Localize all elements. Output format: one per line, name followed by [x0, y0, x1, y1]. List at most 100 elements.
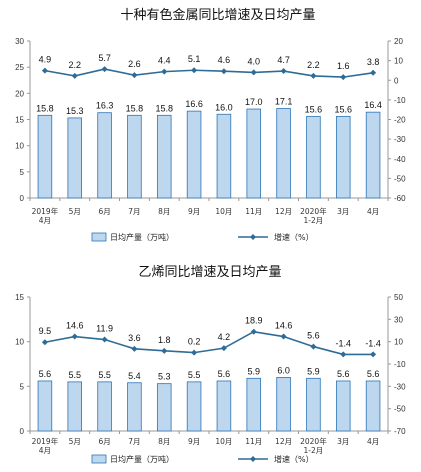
line-data-label: 4.2: [218, 332, 231, 342]
bar-data-label: 15.8: [126, 103, 144, 113]
bar: [335, 115, 351, 199]
bar-data-label: 5.6: [218, 369, 231, 379]
bar-data-label: 5.4: [128, 371, 141, 381]
x-tick-label: 6月: [98, 437, 110, 446]
line-point: [71, 72, 78, 79]
legend-line-label: 增速（%）: [274, 454, 314, 464]
legend-line-marker: [250, 234, 256, 240]
line-data-label: 2.6: [128, 59, 141, 69]
chart-ethylene: 乙烯同比增速及日均产量 0 5 10 15 -70 -50 -30 -10 10 30 50 2019…: [15, 265, 406, 464]
bar-data-label: 5.6: [337, 369, 350, 379]
x-tick-label: 3月: [337, 207, 349, 216]
line-point: [161, 68, 168, 75]
x-tick-label: 4月: [367, 437, 379, 446]
line-point: [131, 345, 138, 352]
bar-data-label: 15.6: [334, 104, 352, 114]
y2-tick-label: -70: [394, 427, 406, 436]
line-data-label: 5.7: [98, 53, 111, 63]
bar-data-label: 5.5: [98, 370, 111, 380]
bar-data-label: 5.6: [367, 369, 380, 379]
legend-bar-label: 日均产量（万吨）: [110, 232, 174, 242]
line-data-label: 11.9: [96, 324, 113, 334]
line-data-label: 4.0: [247, 56, 260, 66]
bar: [127, 382, 142, 432]
y2-tick-label: -60: [394, 194, 406, 203]
line-point: [191, 67, 198, 74]
chart-title: 乙烯同比增速及日均产量: [138, 265, 281, 280]
bar-data-label: 5.3: [158, 372, 171, 382]
line-data-label: 4.7: [277, 55, 290, 65]
x-tick-label: 5月: [69, 207, 81, 216]
growth-line: [44, 68, 374, 78]
line-data-label: 0.2: [188, 337, 201, 347]
line-data-label: 9.5: [39, 326, 52, 336]
x-tick-label: 2019年 4月: [32, 436, 59, 455]
bar: [276, 376, 291, 432]
y2-tick-label: -30: [394, 135, 406, 144]
bar: [127, 114, 142, 199]
bar: [37, 114, 53, 199]
line-data-label: 5.6: [307, 331, 320, 341]
chart-title: 十种有色金属同比增速及日均产量: [120, 7, 315, 23]
line-data-label: 14.6: [66, 321, 84, 331]
y2-tick-label: -40: [394, 155, 406, 164]
y2-tick-label: -50: [394, 174, 406, 183]
line-point: [340, 74, 347, 81]
bar-data-label: 15.8: [36, 103, 54, 113]
y-tick-label: 0: [20, 427, 25, 436]
bar: [186, 381, 202, 432]
line-data-label: 4.4: [158, 56, 171, 66]
bar: [276, 108, 291, 199]
bar-data-label: 5.5: [68, 370, 81, 380]
x-tick-label: 7月: [128, 207, 140, 216]
y-tick-label: 25: [15, 63, 24, 72]
y2-tick-label: -50: [394, 405, 406, 414]
x-tick-label: 12月: [275, 207, 292, 216]
x-tick-label: 11月: [245, 437, 262, 446]
bar: [156, 114, 172, 199]
y2-tick-label: -20: [394, 116, 406, 125]
bar-data-label: 16.0: [215, 102, 233, 112]
line-point: [310, 343, 317, 350]
y2-tick-label: -10: [394, 96, 406, 105]
line-point: [131, 72, 138, 79]
y-tick-label: 10: [15, 338, 24, 347]
bar: [37, 380, 53, 432]
line-point: [41, 67, 48, 74]
bar-data-label: 15.3: [66, 106, 84, 116]
bar-data-label: 5.5: [188, 370, 201, 380]
line-point: [101, 336, 108, 343]
bar-data-label: 15.8: [155, 103, 173, 113]
x-tick-label: 2019年 4月: [32, 206, 59, 225]
line-data-label: -1.4: [335, 338, 351, 348]
x-tick-label: 8月: [158, 207, 170, 216]
line-point: [220, 68, 227, 75]
y2-tick-label: 10: [394, 338, 403, 347]
bar: [67, 381, 83, 432]
x-tick-label: 12月: [275, 437, 292, 446]
bar-data-label: 16.6: [185, 99, 203, 109]
y2-tick-label: 10: [394, 57, 403, 66]
x-tick-label: 3月: [337, 437, 349, 446]
x-tick-label: 10月: [215, 437, 232, 446]
line-point: [250, 69, 257, 76]
legend-bar-swatch: [91, 232, 107, 242]
line-point: [191, 349, 198, 356]
bar: [186, 110, 202, 199]
line-point: [161, 347, 168, 354]
line-point: [310, 72, 317, 79]
line-point: [220, 345, 227, 352]
x-tick-label: 8月: [158, 437, 170, 446]
bar-data-label: 5.9: [247, 366, 260, 376]
y-tick-label: 0: [20, 194, 25, 203]
line-point: [41, 339, 48, 346]
line-data-label: 18.9: [245, 316, 263, 326]
line-point: [340, 351, 347, 358]
y2-tick-label: 50: [394, 293, 403, 302]
bar-data-label: 15.6: [305, 104, 323, 114]
line-data-label: 14.6: [275, 321, 293, 331]
line-data-label: 1.8: [158, 335, 171, 345]
bar-data-label: 17.0: [245, 97, 263, 107]
legend-bar-label: 日均产量（万吨）: [110, 454, 174, 464]
x-tick-label: 2020年 1-2月: [300, 206, 327, 225]
